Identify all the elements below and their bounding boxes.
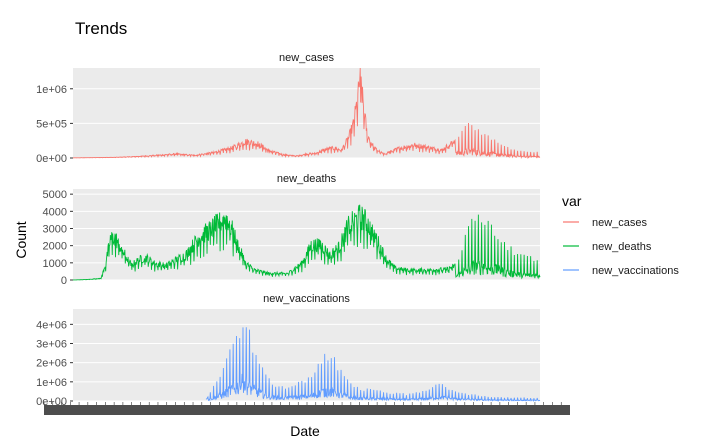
legend-label-new_vaccinations: new_vaccinations xyxy=(592,265,679,277)
series-line-new_deaths xyxy=(72,204,541,281)
series-line-new_cases xyxy=(72,67,541,160)
x-tick-overlap-band xyxy=(44,405,570,415)
legend-title: var xyxy=(562,193,582,209)
panel-background xyxy=(73,309,540,401)
y-tick-label: 5000 xyxy=(43,189,67,201)
strip-label-new_cases: new_cases xyxy=(279,52,335,64)
x-axis-title: Date xyxy=(290,423,320,439)
y-tick-label: 1000 xyxy=(43,258,67,270)
y-axis-title: Count xyxy=(13,221,29,258)
panel-new_deaths: new_deaths 0 1000 2000 3000 4000 5000 xyxy=(43,173,541,287)
strip-label-new_deaths: new_deaths xyxy=(277,173,337,185)
y-tick-label: 2000 xyxy=(43,241,67,253)
y-tick-label: 0 xyxy=(61,275,67,287)
strip-label-new_vaccinations: new_vaccinations xyxy=(263,293,350,305)
facet-panels: new_cases 0e+00 5e+05 1e+06 new_deaths 0 1000 2… xyxy=(36,52,541,408)
y-tick-label: 4e+06 xyxy=(36,319,67,331)
chart-title: Trends xyxy=(75,19,127,38)
y-tick-label: 2e+06 xyxy=(36,358,67,370)
y-tick-label: 0e+00 xyxy=(36,153,67,165)
y-tick-label: 1e+06 xyxy=(36,377,67,389)
series-line-new_vaccinations xyxy=(205,327,541,402)
panel-new_cases: new_cases 0e+00 5e+05 1e+06 xyxy=(36,52,541,165)
y-tick-label: 1e+06 xyxy=(36,84,67,96)
y-tick-label: 3000 xyxy=(43,223,67,235)
legend-label-new_cases: new_cases xyxy=(592,217,648,229)
y-tick-label: 4000 xyxy=(43,206,67,218)
y-tick-label: 5e+05 xyxy=(36,118,67,130)
legend: var new_cases new_deaths new_vaccinations xyxy=(562,193,679,279)
y-tick-label: 3e+06 xyxy=(36,339,67,351)
panel-background xyxy=(73,189,540,280)
x-tick-labels-overlap xyxy=(43,402,570,415)
legend-label-new_deaths: new_deaths xyxy=(592,241,652,253)
panel-background xyxy=(73,68,540,158)
panel-new_vaccinations: new_vaccinations0e+001e+062e+063e+064e+0… xyxy=(36,293,541,408)
